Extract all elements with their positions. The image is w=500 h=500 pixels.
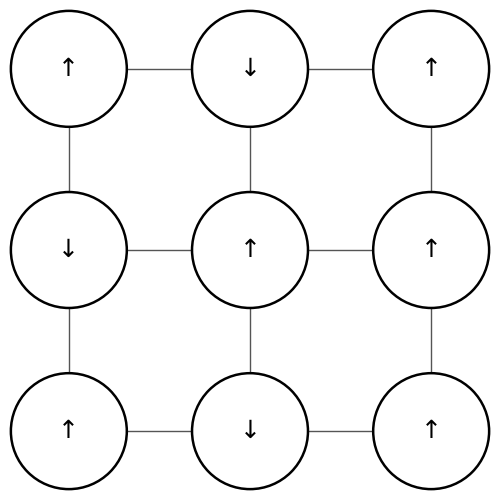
Text: ↓: ↓ bbox=[240, 57, 260, 81]
Text: ↑: ↑ bbox=[58, 419, 80, 443]
Circle shape bbox=[192, 11, 308, 127]
Text: ↓: ↓ bbox=[58, 238, 80, 262]
Circle shape bbox=[11, 373, 127, 489]
Circle shape bbox=[373, 373, 489, 489]
Circle shape bbox=[11, 11, 127, 127]
Text: ↑: ↑ bbox=[420, 238, 442, 262]
Circle shape bbox=[373, 11, 489, 127]
Text: ↑: ↑ bbox=[420, 57, 442, 81]
Text: ↑: ↑ bbox=[58, 57, 80, 81]
Circle shape bbox=[192, 192, 308, 308]
Text: ↓: ↓ bbox=[240, 419, 260, 443]
Circle shape bbox=[11, 192, 127, 308]
Text: ↑: ↑ bbox=[420, 419, 442, 443]
Circle shape bbox=[192, 373, 308, 489]
Circle shape bbox=[373, 192, 489, 308]
Text: ↑: ↑ bbox=[240, 238, 260, 262]
